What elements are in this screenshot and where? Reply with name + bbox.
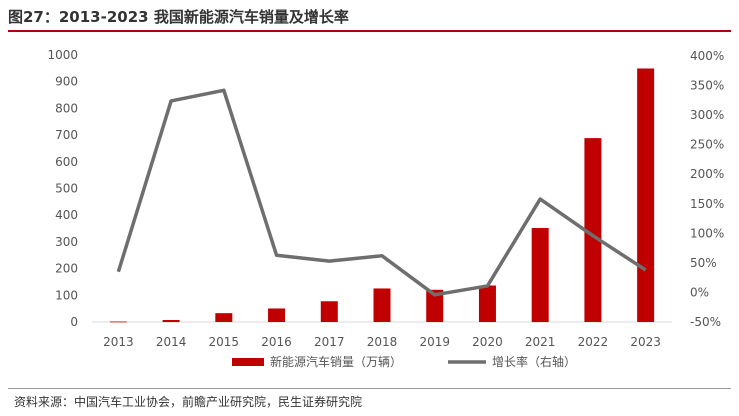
x-tick-label: 2017 [314, 335, 345, 349]
right-tick-label: 200% [690, 167, 724, 181]
left-tick-label: 1000 [47, 48, 78, 62]
x-tick-label: 2015 [209, 335, 240, 349]
sales-bar [584, 138, 602, 322]
sales-bar [320, 301, 338, 322]
right-tick-label: 50% [690, 256, 717, 270]
left-tick-label: 700 [55, 128, 78, 142]
left-tick-label: 0 [70, 315, 78, 329]
x-tick-label: 2014 [156, 335, 187, 349]
left-tick-label: 500 [55, 182, 78, 196]
chart-title: 图27：2013-2023 我国新能源汽车销量及增长率 [8, 8, 349, 26]
sales-bar [162, 319, 180, 322]
sales-bar [373, 288, 391, 322]
sales-bar [109, 321, 127, 323]
x-tick-label: 2021 [525, 335, 556, 349]
left-axis-ticks: 0 100 200 300 400 500 600 700 800 900 1000 [47, 48, 78, 329]
legend: 新能源汽车销量（万辆） 增长率（右轴） [232, 354, 576, 369]
left-tick-label: 200 [55, 262, 78, 276]
sales-bar [426, 289, 444, 322]
left-tick-label: 300 [55, 235, 78, 249]
x-tick-label: 2013 [103, 335, 134, 349]
bar-series [109, 68, 655, 323]
left-tick-label: 100 [55, 288, 78, 302]
sales-bar [478, 285, 496, 322]
source-divider [8, 388, 731, 389]
title-divider [8, 30, 731, 32]
right-axis-ticks: -50% 0% 50% 100% 150% 200% 250% 300% 350% 400% [690, 49, 724, 329]
sales-bar [531, 227, 549, 322]
growth-line [116, 88, 647, 297]
left-tick-label: 600 [55, 155, 78, 169]
x-tick-label: 2020 [472, 335, 503, 349]
sales-bar [637, 68, 655, 323]
chart-canvas: 0 100 200 300 400 500 600 700 800 900 1000 -50% 0% 5… [47, 48, 724, 369]
left-tick-label: 400 [55, 208, 78, 222]
legend-line-label: 增长率（右轴） [492, 354, 576, 369]
legend-bar-label: 新能源汽车销量（万辆） [270, 354, 402, 369]
x-axis-ticks: 2013 2014 2015 2016 2017 2018 2019 2020 2021 2022… [103, 335, 661, 349]
left-tick-label: 900 [55, 75, 78, 89]
sales-bar [268, 308, 286, 322]
right-tick-label: 100% [690, 226, 724, 240]
x-tick-label: 2023 [630, 335, 661, 349]
left-tick-label: 800 [55, 101, 78, 115]
legend-bar-swatch [232, 358, 264, 366]
sales-bar [215, 313, 233, 322]
source-note: 资料来源：中国汽车工业协会，前瞻产业研究院，民生证券研究院 [14, 395, 363, 409]
right-tick-label: 350% [690, 79, 724, 93]
right-tick-label: -50% [690, 315, 721, 329]
right-tick-label: 400% [690, 49, 724, 63]
right-tick-label: 150% [690, 197, 724, 211]
x-tick-label: 2019 [419, 335, 450, 349]
right-tick-label: 0% [690, 285, 709, 299]
x-tick-label: 2022 [578, 335, 609, 349]
x-tick-label: 2018 [367, 335, 398, 349]
right-tick-label: 250% [690, 138, 724, 152]
x-tick-label: 2016 [261, 335, 292, 349]
right-tick-label: 300% [690, 108, 724, 122]
